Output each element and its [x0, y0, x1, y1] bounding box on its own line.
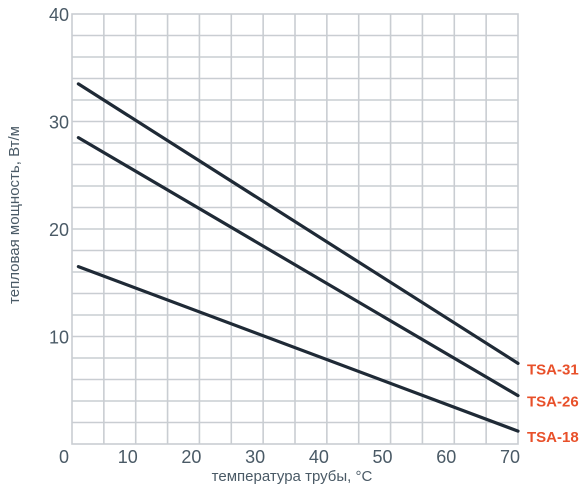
x-tick-label: 20: [181, 447, 201, 467]
y-tick-label: 30: [49, 113, 69, 133]
y-tick-label: 10: [49, 328, 69, 348]
x-tick-label: 10: [118, 447, 138, 467]
x-tick-label: 50: [373, 447, 393, 467]
x-tick-label: 40: [309, 447, 329, 467]
series-label-tsa-26: TSA-26: [527, 394, 579, 411]
series-label-tsa-31: TSA-31: [527, 361, 579, 378]
x-tick-label: 0: [59, 447, 69, 467]
y-tick-label: 40: [49, 5, 69, 25]
x-axis-title: температура трубы, °С: [212, 468, 373, 485]
series-line-tsa-31: [76, 82, 520, 365]
series-line-tsa-18: [76, 265, 520, 433]
y-tick-label: 20: [49, 220, 69, 240]
y-axis-title: тепловая мощность, Вт/м: [6, 126, 23, 304]
x-tick-label: 30: [245, 447, 265, 467]
series-label-tsa-18: TSA-18: [527, 429, 579, 446]
x-tick-label: 60: [436, 447, 456, 467]
series-labels: TSA-31 TSA-26 TSA-18: [527, 361, 579, 446]
grid: [71, 13, 519, 445]
x-tick-labels: 0 10 20 30 40 50 60 70: [59, 447, 520, 467]
series-lines: [76, 82, 520, 433]
y-tick-labels: 10 20 30 40: [49, 5, 69, 348]
x-tick-label: 70: [500, 447, 520, 467]
series-line-tsa-26: [76, 136, 520, 398]
